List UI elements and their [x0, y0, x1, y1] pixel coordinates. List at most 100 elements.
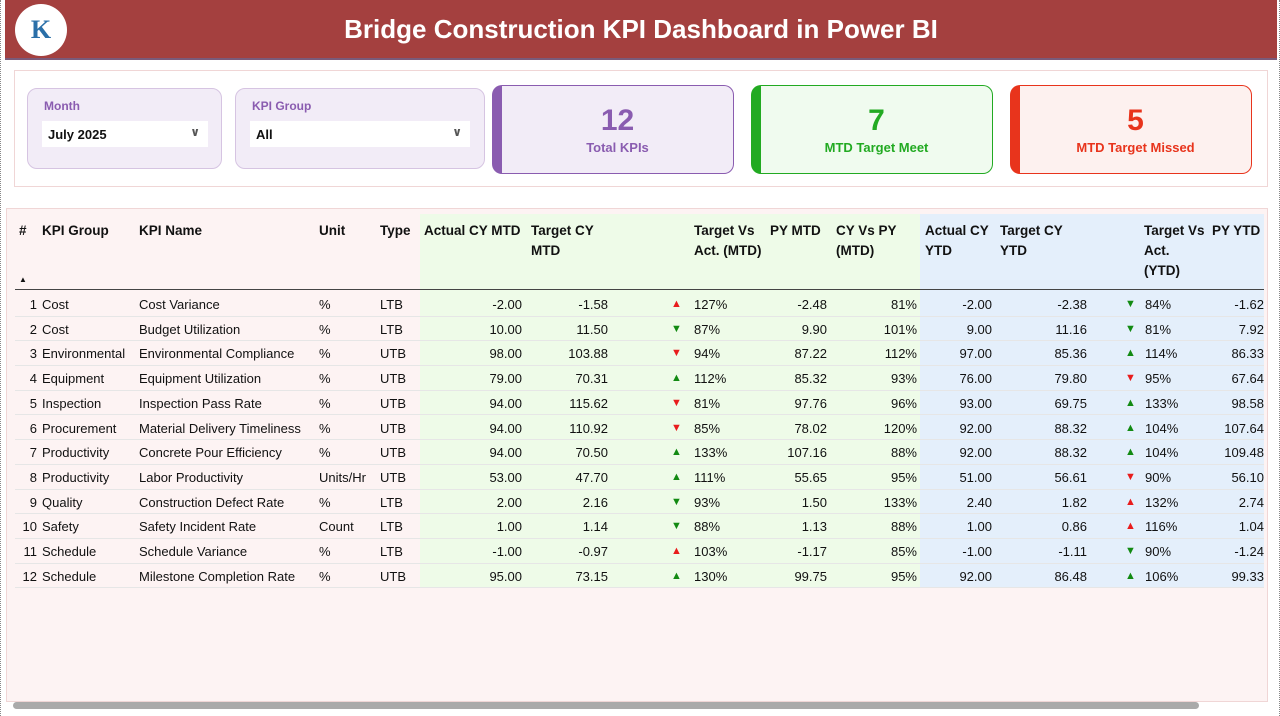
- column-header[interactable]: KPI Group: [42, 223, 109, 238]
- table-cell: LTB: [380, 544, 403, 559]
- table-row[interactable]: 9 Quality Construction Defect Rate% LTB 2.00…: [15, 490, 1264, 515]
- logo-text: K: [30, 15, 52, 44]
- card-label: MTD Target Meet: [824, 140, 929, 155]
- table-cell: 2.74: [1238, 494, 1264, 510]
- triangle-up-icon: ▲: [1125, 421, 1136, 434]
- table-cell: 84%: [1145, 297, 1172, 312]
- table-cell: 1.82: [1061, 494, 1087, 510]
- table-cell: 90%: [1145, 544, 1172, 559]
- table-row[interactable]: 4 Equipment Equipment Utilization% UTB 79.00…: [15, 366, 1264, 391]
- table-cell: 103%: [694, 544, 728, 559]
- table-row[interactable]: 8 Productivity Labor Productivity Units/Hr U…: [15, 465, 1264, 490]
- column-header[interactable]: CY Vs PY (MTD): [836, 223, 897, 258]
- triangle-up-icon: ▲: [1125, 446, 1136, 459]
- column-header[interactable]: Target Vs Act. (MTD): [694, 223, 762, 258]
- table-cell: 106%: [1145, 568, 1179, 584]
- table-cell: -2.38: [1057, 297, 1087, 312]
- triangle-up-icon: ▲: [671, 372, 682, 385]
- sort-ascending-icon[interactable]: ▲: [19, 275, 27, 284]
- table-cell: Construction Defect Rate: [139, 494, 285, 510]
- table-cell: 98.00: [489, 346, 522, 362]
- table-cell: Environmental Compliance: [139, 346, 295, 362]
- card-value: 5: [1127, 104, 1144, 137]
- table-cell: Milestone Completion Rate: [139, 568, 296, 584]
- column-header[interactable]: Actual CY MTD: [424, 223, 521, 238]
- table-cell: 5: [29, 395, 37, 411]
- table-cell: 85.36: [1054, 346, 1087, 362]
- table-cell: 87.22: [794, 346, 827, 362]
- column-header[interactable]: Unit: [319, 223, 346, 238]
- table-cell: 88%: [890, 519, 917, 535]
- table-cell: -2.00: [962, 297, 992, 312]
- column-header[interactable]: Actual CY YTD: [925, 223, 989, 258]
- card-value: 7: [868, 104, 885, 137]
- triangle-down-icon: ▼: [671, 495, 682, 508]
- kpi-card: 12 Total KPIs: [492, 85, 734, 174]
- table-cell: 2.00: [496, 494, 522, 510]
- table-row[interactable]: 6 Procurement Material Delivery Timeliness…: [15, 416, 1264, 441]
- table-cell: 1: [29, 297, 37, 312]
- column-header[interactable]: Type: [380, 223, 411, 238]
- column-header[interactable]: PY YTD: [1212, 223, 1261, 238]
- table-row[interactable]: 5 Inspection Inspection Pass Rate% UTB 94.00…: [15, 391, 1264, 416]
- table-row[interactable]: 3 Environmental Environmental Compliance% U…: [15, 341, 1264, 367]
- table-cell: UTB: [380, 346, 406, 362]
- table-cell: 81%: [694, 395, 721, 411]
- table-cell: 51.00: [959, 469, 992, 485]
- table-cell: %: [319, 494, 331, 510]
- table-cell: 69.75: [1054, 395, 1087, 411]
- table-row[interactable]: 11 Schedule Schedule Variance% LTB -1.00 -0.9…: [15, 539, 1264, 564]
- kpi-card: 7 MTD Target Meet: [751, 85, 993, 174]
- table-row[interactable]: 1 Cost Cost Variance% LTB -2.00 -1.58 ▲ 127% -2.…: [15, 292, 1264, 317]
- column-header[interactable]: Target CY MTD: [531, 223, 594, 258]
- triangle-up-icon: ▲: [671, 545, 682, 557]
- column-header[interactable]: Target CY YTD: [1000, 223, 1063, 258]
- table-row[interactable]: 12 Schedule Milestone Completion Rate% UTB 9…: [15, 564, 1264, 589]
- table-cell: Cost Variance: [139, 297, 220, 312]
- table-cell: %: [319, 371, 331, 387]
- kpi-group-value: All: [256, 127, 273, 142]
- table-cell: 1.00: [966, 519, 992, 535]
- triangle-down-icon: ▼: [671, 322, 682, 335]
- horizontal-scrollbar[interactable]: [13, 702, 1199, 709]
- table-cell: 10.00: [489, 321, 522, 337]
- table-cell: UTB: [380, 568, 406, 584]
- table-cell: Schedule: [42, 544, 97, 559]
- header-bar: K Bridge Construction KPI Dashboard in P…: [5, 0, 1277, 60]
- triangle-down-icon: ▼: [1125, 298, 1136, 310]
- table-cell: 87%: [694, 321, 721, 337]
- table-row[interactable]: 2 Cost Budget Utilization% LTB 10.00 11.50 ▼ 87…: [15, 317, 1264, 342]
- table-cell: 107.64: [1224, 420, 1264, 436]
- triangle-down-icon: ▼: [1125, 545, 1136, 557]
- chevron-down-icon: ∨: [190, 125, 200, 139]
- table-cell: UTB: [380, 469, 406, 485]
- kpi-group-dropdown[interactable]: All ∨: [250, 121, 470, 147]
- table-cell: LTB: [380, 494, 403, 510]
- table-cell: 95%: [1145, 371, 1172, 387]
- table-cell: 104%: [1145, 420, 1179, 436]
- logo: K: [15, 4, 67, 56]
- table-cell: 81%: [890, 297, 917, 312]
- column-header[interactable]: PY MTD: [770, 223, 821, 238]
- table-cell: 112%: [884, 346, 917, 362]
- table-cell: -1.00: [962, 544, 992, 559]
- table-cell: 97.76: [794, 395, 827, 411]
- table-cell: 88%: [890, 445, 917, 461]
- month-dropdown[interactable]: July 2025 ∨: [42, 121, 208, 147]
- table-cell: Procurement: [42, 420, 117, 436]
- triangle-up-icon: ▲: [671, 446, 682, 459]
- table-cell: 7.92: [1238, 321, 1264, 337]
- table-cell: LTB: [380, 297, 403, 312]
- column-header[interactable]: KPI Name: [139, 223, 203, 238]
- table-cell: 103.88: [568, 346, 608, 362]
- card-value: 12: [600, 104, 635, 137]
- column-header[interactable]: #: [19, 223, 27, 238]
- table-cell: 95.00: [489, 568, 522, 584]
- table-row[interactable]: 10 Safety Safety Incident Rate Count LTB 1.00…: [15, 514, 1264, 539]
- table-cell: 9.00: [966, 321, 992, 337]
- table-row[interactable]: 7 Productivity Concrete Pour Efficiency% UT…: [15, 440, 1264, 465]
- table-cell: 93%: [694, 494, 721, 510]
- month-slicer: Month July 2025 ∨: [27, 88, 222, 169]
- table-cell: 110.92: [569, 420, 608, 436]
- column-header[interactable]: Target Vs Act. (YTD): [1144, 223, 1205, 278]
